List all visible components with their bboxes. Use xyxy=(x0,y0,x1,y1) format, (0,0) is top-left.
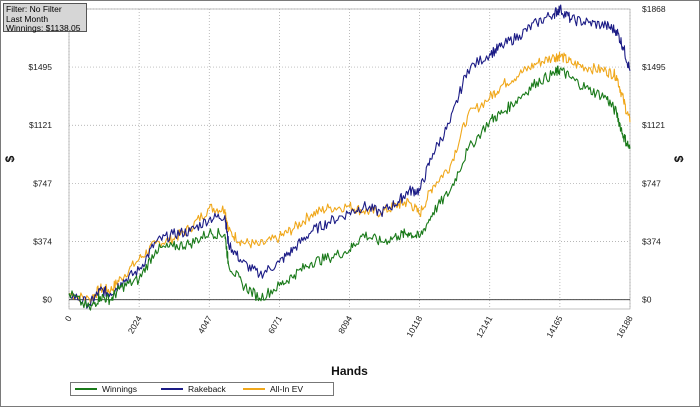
legend-swatch-winnings xyxy=(75,388,97,390)
period-text: Last Month xyxy=(6,13,49,24)
chart-legend: Winnings Rakeback All-In EV xyxy=(70,382,334,396)
legend-item-winnings: Winnings xyxy=(75,383,155,395)
x-tick-label: 4047 xyxy=(196,314,214,336)
winnings-text: Winnings: $1138.05 xyxy=(6,23,81,34)
y-tick-label-right: $1121 xyxy=(642,120,665,130)
y-tick-label-right: $1495 xyxy=(642,62,666,72)
x-axis-title: Hands xyxy=(331,364,368,378)
y-tick-label-left: $0 xyxy=(43,295,53,305)
x-tick-label: 10118 xyxy=(404,314,424,339)
y-tick-label-left: $1495 xyxy=(28,62,52,72)
filter-text: Filter: No Filter xyxy=(6,4,62,14)
series-line-rakeback xyxy=(68,4,631,309)
y-tick-label-left: $747 xyxy=(33,178,52,188)
x-tick-label: 16188 xyxy=(614,314,635,340)
y-axis-title-right: $ xyxy=(672,155,686,162)
legend-swatch-allin-ev xyxy=(243,388,265,390)
legend-label-allin-ev: All-In EV xyxy=(270,384,304,394)
x-tick-label: 12141 xyxy=(474,314,495,340)
y-axis-title-left: $ xyxy=(3,155,17,162)
x-tick-label: 14165 xyxy=(544,314,565,340)
legend-item-allin-ev: All-In EV xyxy=(243,383,328,395)
legend-label-winnings: Winnings xyxy=(102,384,137,394)
y-tick-label-left: $1121 xyxy=(29,120,52,130)
legend-item-rakeback: Rakeback xyxy=(161,383,246,395)
series-line-all-in-ev xyxy=(68,51,631,305)
y-tick-label-left: $374 xyxy=(33,236,52,246)
filter-info-box: Filter: No Filter Last Month Winnings: $… xyxy=(3,3,87,34)
y-tick-label-right: $374 xyxy=(642,236,661,246)
y-tick-label-right: $747 xyxy=(642,178,661,188)
x-tick-label: 8094 xyxy=(336,314,354,336)
legend-label-rakeback: Rakeback xyxy=(188,384,226,394)
series-line-winnings xyxy=(68,65,631,311)
x-tick-label: 2024 xyxy=(126,314,144,336)
legend-swatch-rakeback xyxy=(161,388,183,390)
y-tick-label-right: $1868 xyxy=(642,4,666,14)
x-tick-label: 0 xyxy=(63,314,74,323)
x-tick-label: 6071 xyxy=(266,314,284,336)
y-tick-label-right: $0 xyxy=(642,295,652,305)
